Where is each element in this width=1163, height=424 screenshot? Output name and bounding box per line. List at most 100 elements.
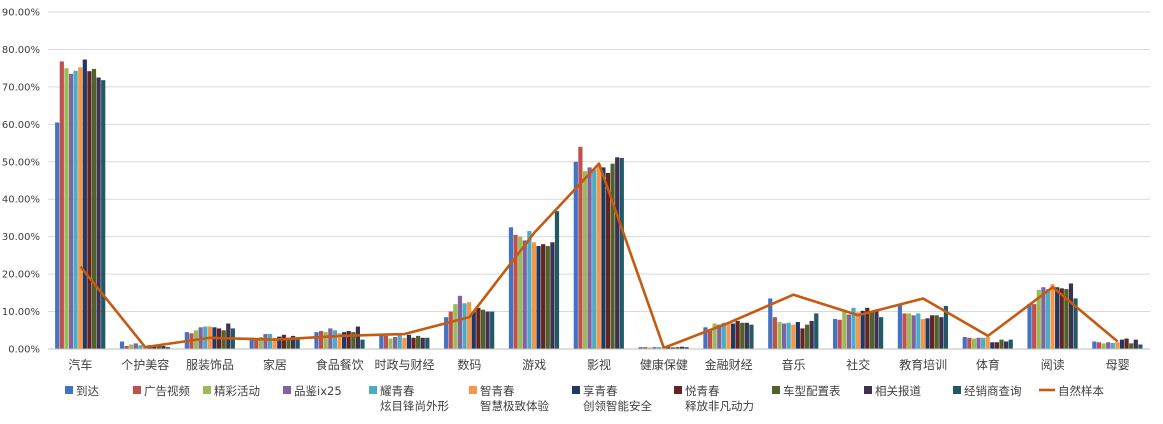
bar bbox=[717, 324, 722, 349]
bar bbox=[842, 309, 847, 349]
bar bbox=[480, 309, 486, 349]
bar bbox=[832, 319, 838, 349]
bar bbox=[930, 315, 935, 349]
bar bbox=[578, 146, 583, 349]
bar bbox=[402, 337, 407, 349]
bar bbox=[406, 334, 412, 349]
bar bbox=[1064, 289, 1069, 349]
bar bbox=[573, 161, 578, 349]
bar bbox=[1133, 339, 1138, 349]
bar bbox=[592, 169, 597, 349]
bar bbox=[730, 323, 736, 349]
bar bbox=[87, 71, 92, 349]
bar bbox=[596, 165, 601, 349]
bar bbox=[781, 323, 787, 349]
bar bbox=[226, 323, 231, 349]
bar bbox=[934, 315, 939, 349]
bar bbox=[851, 307, 856, 349]
x-tick-label: 阅读 bbox=[1041, 358, 1065, 372]
legend: 到达 广告视频 精彩活动 品鉴ix25 耀青春炫目锋尚外形 智青春智慧极致体验 享青春创领智… bbox=[65, 384, 1104, 413]
bar bbox=[990, 342, 995, 349]
bar bbox=[907, 313, 912, 349]
bar bbox=[740, 322, 745, 349]
bar bbox=[916, 313, 921, 349]
bar bbox=[985, 337, 990, 349]
x-tick-label: 教育培训 bbox=[899, 357, 947, 372]
x-tick-label: 游戏 bbox=[522, 358, 546, 372]
bar bbox=[791, 324, 796, 349]
bar bbox=[337, 333, 342, 349]
bar bbox=[124, 346, 129, 349]
bar bbox=[323, 332, 328, 349]
y-tick-label: 50.00% bbox=[2, 157, 40, 168]
bar bbox=[550, 242, 555, 349]
bar bbox=[221, 330, 226, 349]
y-tick-label: 60.00% bbox=[2, 120, 40, 131]
bar bbox=[707, 329, 713, 349]
bar bbox=[1096, 342, 1102, 349]
bar bbox=[59, 61, 64, 350]
line-series bbox=[79, 162, 1119, 350]
bar bbox=[814, 313, 819, 349]
bar bbox=[328, 328, 333, 349]
x-tick-label: 数码 bbox=[457, 357, 481, 372]
bar bbox=[735, 320, 740, 349]
bar bbox=[800, 328, 805, 349]
bar bbox=[605, 173, 611, 349]
bar bbox=[263, 334, 268, 349]
bar bbox=[258, 337, 263, 349]
bar bbox=[967, 337, 972, 349]
bar bbox=[1068, 283, 1074, 349]
bar bbox=[1027, 304, 1032, 349]
bars bbox=[55, 59, 1143, 350]
bar bbox=[855, 312, 861, 349]
bar bbox=[393, 337, 398, 349]
x-tick-label: 个护美容 bbox=[121, 357, 169, 372]
legend-label: 车型配置表 bbox=[783, 384, 841, 398]
gridlines bbox=[48, 11, 1150, 313]
x-tick-label: 社交 bbox=[846, 357, 870, 372]
bar bbox=[156, 344, 161, 349]
legend-label: 智青春智慧极致体验 bbox=[480, 384, 549, 413]
bar bbox=[601, 167, 606, 349]
x-tick-label: 汽车 bbox=[68, 357, 92, 372]
bar bbox=[962, 337, 967, 349]
bar bbox=[73, 70, 78, 349]
bar bbox=[869, 311, 874, 349]
bar bbox=[837, 319, 842, 349]
bar bbox=[138, 345, 143, 349]
legend-label: 相关报道 bbox=[875, 384, 921, 398]
bar bbox=[453, 304, 458, 349]
x-tick-label: 金融财经 bbox=[705, 357, 753, 372]
bar bbox=[652, 347, 657, 349]
y-tick-label: 80.00% bbox=[2, 45, 40, 56]
bar bbox=[749, 324, 754, 349]
bar bbox=[383, 335, 389, 349]
bar bbox=[1008, 339, 1013, 349]
bar bbox=[462, 303, 467, 349]
legend-label: 到达 bbox=[76, 384, 99, 398]
bar bbox=[1092, 341, 1097, 349]
bar bbox=[976, 337, 981, 349]
bar bbox=[518, 236, 523, 349]
bar bbox=[342, 332, 347, 349]
bar bbox=[314, 332, 319, 349]
bar bbox=[615, 157, 620, 349]
x-axis: 汽车 个护美容 服装饰品 家居 食品餐饮 时政与财经 数码 游戏 影视 健康保健 金融财经 音乐 社交 教… bbox=[48, 348, 1150, 372]
bar bbox=[1115, 342, 1120, 349]
bar bbox=[425, 337, 430, 349]
bar bbox=[281, 334, 286, 349]
bar bbox=[902, 313, 907, 349]
bar bbox=[541, 244, 546, 349]
bar bbox=[319, 331, 324, 349]
x-tick-label: 母婴 bbox=[1106, 358, 1130, 372]
bar bbox=[772, 317, 777, 349]
bar bbox=[684, 347, 689, 349]
x-tick-label: 体育 bbox=[976, 357, 1000, 372]
bar bbox=[925, 318, 930, 349]
bar bbox=[999, 339, 1004, 349]
bar bbox=[610, 163, 615, 349]
bar bbox=[726, 322, 731, 349]
bar bbox=[249, 337, 254, 349]
